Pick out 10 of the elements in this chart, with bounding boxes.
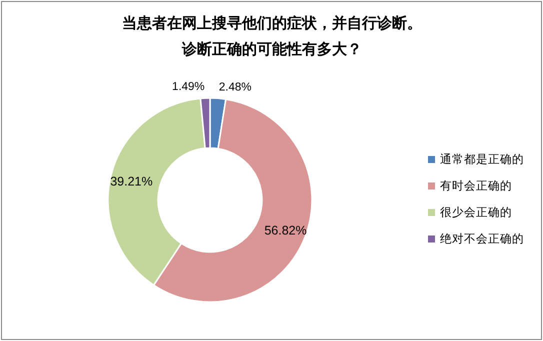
legend-label: 通常都是正确的: [440, 153, 524, 166]
data-label: 39.21%: [110, 174, 153, 188]
legend-label: 很少会正确的: [440, 206, 512, 219]
chart-title: 当患者在网上搜寻他们的症状，并自行诊断。: [122, 14, 422, 32]
legend-label: 绝对不会正确的: [440, 232, 524, 246]
data-label: 56.82%: [264, 223, 307, 238]
chart-subtitle: 诊断正确的可能性有多大？: [181, 41, 362, 58]
data-label: 1.49%: [172, 81, 205, 94]
legend-label: 有时会正确的: [440, 180, 512, 192]
data-label: 2.48%: [218, 81, 252, 94]
